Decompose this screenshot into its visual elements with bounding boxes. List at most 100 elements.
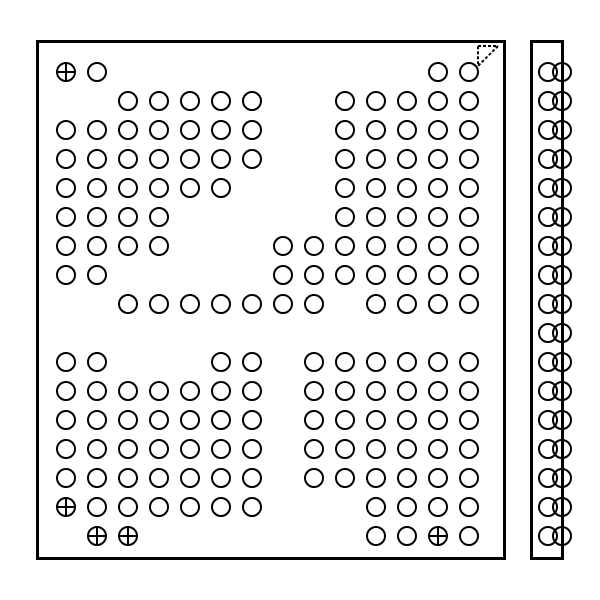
bga-ball: [335, 352, 355, 372]
bga-ball: [87, 468, 107, 488]
bga-ball: [56, 207, 76, 227]
bga-ball: [366, 497, 386, 517]
side-ball: [552, 91, 572, 111]
bga-ball: [118, 381, 138, 401]
side-ball: [552, 410, 572, 430]
bga-ball: [366, 91, 386, 111]
bga-ball: [459, 62, 479, 82]
bga-ball: [459, 178, 479, 198]
pin1-marker: [476, 44, 506, 79]
bga-ball: [273, 294, 293, 314]
fiducial-marker: [118, 526, 138, 546]
bga-ball: [87, 120, 107, 140]
bga-ball: [397, 410, 417, 430]
bga-ball: [335, 91, 355, 111]
bga-ball: [335, 381, 355, 401]
bga-ball: [87, 149, 107, 169]
bga-ball: [397, 352, 417, 372]
bga-ball: [335, 468, 355, 488]
bga-ball: [428, 468, 448, 488]
bga-ball: [366, 468, 386, 488]
bga-ball: [211, 381, 231, 401]
bga-ball: [118, 294, 138, 314]
bga-ball: [428, 120, 448, 140]
side-ball: [552, 207, 572, 227]
side-ball: [552, 120, 572, 140]
bga-ball: [397, 439, 417, 459]
bga-ball: [459, 207, 479, 227]
bga-ball: [149, 410, 169, 430]
bga-ball: [149, 294, 169, 314]
fiducial-marker: [56, 497, 76, 517]
bga-ball: [397, 178, 417, 198]
bga-ball: [180, 120, 200, 140]
bga-ball: [118, 149, 138, 169]
bga-ball: [428, 381, 448, 401]
bga-ball: [56, 149, 76, 169]
bga-ball: [87, 178, 107, 198]
bga-ball: [366, 439, 386, 459]
bga-ball: [242, 294, 262, 314]
bga-ball: [366, 410, 386, 430]
bga-ball: [366, 352, 386, 372]
bga-ball: [397, 236, 417, 256]
bga-ball: [242, 497, 262, 517]
bga-ball: [87, 439, 107, 459]
bga-ball: [397, 294, 417, 314]
bga-ball: [459, 410, 479, 430]
bga-ball: [149, 236, 169, 256]
side-ball: [552, 497, 572, 517]
fiducial-marker: [87, 526, 107, 546]
bga-ball: [459, 468, 479, 488]
bga-ball: [459, 91, 479, 111]
bga-ball: [118, 497, 138, 517]
bga-ball: [459, 120, 479, 140]
side-ball: [552, 178, 572, 198]
bga-ball: [149, 468, 169, 488]
bga-ball: [87, 265, 107, 285]
fiducial-marker: [428, 526, 448, 546]
bga-ball: [211, 497, 231, 517]
bga-ball: [366, 207, 386, 227]
bga-ball: [397, 149, 417, 169]
bga-ball: [180, 468, 200, 488]
bga-ball: [366, 149, 386, 169]
bga-ball: [397, 207, 417, 227]
bga-ball: [304, 265, 324, 285]
bga-ball: [56, 439, 76, 459]
bga-ball: [118, 410, 138, 430]
bga-ball: [180, 439, 200, 459]
bga-ball: [149, 497, 169, 517]
bga-ball: [180, 178, 200, 198]
bga-ball: [149, 120, 169, 140]
bga-ball: [211, 294, 231, 314]
bga-ball: [56, 236, 76, 256]
bga-ball: [397, 497, 417, 517]
bga-ball: [242, 91, 262, 111]
bga-ball: [366, 265, 386, 285]
bga-ball: [242, 149, 262, 169]
bga-ball: [242, 468, 262, 488]
bga-ball: [335, 410, 355, 430]
bga-ball: [211, 468, 231, 488]
bga-ball: [118, 439, 138, 459]
bga-ball: [428, 207, 448, 227]
bga-ball: [87, 381, 107, 401]
bga-ball: [428, 294, 448, 314]
bga-ball: [149, 149, 169, 169]
bga-ball: [428, 497, 448, 517]
bga-ball: [459, 236, 479, 256]
side-ball: [552, 381, 572, 401]
bga-ball: [118, 178, 138, 198]
bga-ball: [459, 149, 479, 169]
bga-ball: [459, 381, 479, 401]
side-ball: [552, 352, 572, 372]
bga-ball: [242, 352, 262, 372]
bga-ball: [397, 526, 417, 546]
bga-ball: [366, 236, 386, 256]
side-ball: [552, 265, 572, 285]
bga-ball: [459, 352, 479, 372]
bga-ball: [211, 410, 231, 430]
bga-ball: [335, 178, 355, 198]
bga-ball: [428, 178, 448, 198]
